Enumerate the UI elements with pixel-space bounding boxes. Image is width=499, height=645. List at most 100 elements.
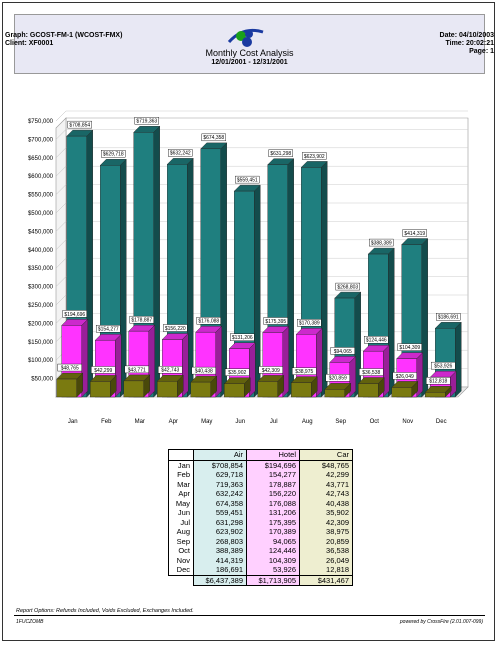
data-label-box bbox=[297, 319, 322, 327]
data-label-box bbox=[124, 365, 149, 374]
total-corner bbox=[169, 575, 194, 586]
y-tick-label: $300,000 bbox=[28, 285, 54, 291]
data-label-box bbox=[129, 315, 154, 324]
x-tick-label: Jan bbox=[68, 419, 78, 425]
data-label-box bbox=[62, 310, 87, 318]
bar-car bbox=[224, 383, 245, 398]
value-cell: 42,743 bbox=[299, 489, 353, 499]
value-cell: 53,926 bbox=[246, 565, 300, 576]
x-tick-label: Apr bbox=[169, 419, 178, 425]
table-total-row: $6,437,389 $1,713,905 $431,467 bbox=[169, 574, 353, 586]
value-cell: 388,389 bbox=[193, 546, 247, 556]
y-tick-label: $150,000 bbox=[28, 340, 54, 346]
bar-car bbox=[90, 381, 111, 398]
value-cell: 719,363 bbox=[193, 479, 247, 489]
data-label-car: $38,975 bbox=[295, 369, 313, 375]
y-tick-label: $750,000 bbox=[28, 119, 54, 125]
x-tick-label: Mar bbox=[135, 419, 145, 425]
data-label-box bbox=[91, 366, 116, 374]
x-tick-label: Nov bbox=[402, 419, 413, 425]
data-label-box bbox=[402, 229, 427, 237]
data-label-box bbox=[196, 316, 221, 325]
data-label-air: $629,718 bbox=[103, 152, 124, 158]
y-tick-label: $250,000 bbox=[28, 303, 54, 309]
bar-car bbox=[123, 380, 144, 398]
column-header: Hotel bbox=[246, 449, 300, 461]
bar-car bbox=[56, 378, 77, 398]
month-cell: Dec bbox=[168, 565, 194, 576]
bar-car bbox=[425, 392, 446, 398]
footer-divider bbox=[14, 615, 485, 616]
x-tick-label: Oct bbox=[370, 419, 380, 425]
data-label-air: $674,358 bbox=[203, 135, 224, 141]
client-id: Client: XF0001 bbox=[5, 40, 54, 47]
data-label-box bbox=[230, 333, 255, 341]
data-label-box bbox=[235, 175, 260, 184]
data-label-box bbox=[369, 238, 394, 247]
grid-line-side bbox=[55, 129, 67, 140]
data-label-box bbox=[134, 117, 159, 125]
company-logo-icon bbox=[227, 28, 264, 47]
column-header: Car bbox=[299, 449, 353, 461]
data-label-box bbox=[325, 374, 350, 382]
data-label-car: $42,743 bbox=[161, 368, 179, 374]
value-cell: 175,395 bbox=[246, 517, 300, 527]
report-title: Monthly Cost Analysis bbox=[205, 48, 294, 58]
data-label-box bbox=[359, 368, 384, 376]
table-row: Feb 629,718 154,277 42,299 bbox=[168, 470, 353, 480]
value-cell: 124,446 bbox=[246, 546, 300, 556]
value-cell: 268,803 bbox=[193, 536, 247, 546]
y-tick-label: $450,000 bbox=[28, 229, 54, 235]
bar-car bbox=[257, 381, 278, 398]
data-label-air: $186,691 bbox=[438, 315, 459, 321]
value-cell: $708,854 bbox=[193, 460, 247, 470]
month-cell: Aug bbox=[168, 527, 194, 537]
powered-by: powered by CrossFire (2.01.007-099) bbox=[399, 619, 483, 625]
data-label-box bbox=[431, 361, 456, 370]
grid-line-side bbox=[55, 221, 67, 232]
data-label-hotel: $170,389 bbox=[299, 321, 320, 327]
data-label-box bbox=[225, 368, 250, 376]
data-label-box bbox=[335, 282, 360, 291]
x-tick-label: Jun bbox=[235, 419, 245, 425]
bar-car bbox=[358, 383, 379, 398]
table-row: Sep 268,803 94,065 20,859 bbox=[168, 536, 353, 546]
data-label-air: $414,319 bbox=[404, 231, 425, 237]
cost-bar-chart: $50,000 $100,000 $150,000 $200,000 $250,000 $… bbox=[28, 110, 469, 425]
total-cell: $6,437,389 bbox=[193, 574, 247, 586]
data-label-car: $40,438 bbox=[195, 369, 213, 375]
data-label-car: $20,859 bbox=[329, 376, 347, 382]
bar-car bbox=[190, 381, 211, 398]
data-label-box bbox=[163, 324, 188, 332]
data-label-air: $268,803 bbox=[337, 284, 358, 290]
value-cell: 38,975 bbox=[299, 527, 353, 537]
x-tick-label: Jul bbox=[270, 419, 278, 425]
value-cell: 629,718 bbox=[193, 470, 247, 480]
header-left: Graph: GCOST-FM-1 (WCOST-FMX) Client: XF… bbox=[5, 32, 122, 48]
y-tick-label: $600,000 bbox=[28, 174, 54, 180]
table-row: Apr 632,242 156,220 42,743 bbox=[168, 489, 353, 499]
data-label-box bbox=[364, 336, 389, 344]
value-cell: 414,319 bbox=[193, 555, 247, 565]
data-label-car: $42,299 bbox=[94, 368, 112, 374]
page-number: Page: 1 bbox=[469, 48, 494, 55]
data-label-hotel: $154,277 bbox=[98, 327, 119, 333]
value-cell: $194,696 bbox=[246, 460, 300, 470]
table-row: Aug 623,902 170,389 38,975 bbox=[168, 527, 353, 537]
data-label-car: $43,771 bbox=[128, 367, 146, 373]
data-label-box bbox=[392, 372, 417, 380]
data-label-box bbox=[101, 150, 126, 158]
value-cell: 104,309 bbox=[246, 555, 300, 565]
data-label-air: $388,389 bbox=[371, 240, 392, 246]
table-row: Jul 631,298 175,395 42,309 bbox=[168, 517, 353, 527]
value-cell: 12,818 bbox=[299, 565, 353, 576]
date-range: 12/01/2001 - 12/31/2001 bbox=[211, 59, 288, 66]
grid-line-side bbox=[55, 258, 67, 269]
data-label-hotel: $178,887 bbox=[131, 318, 152, 324]
report-code: 1FUCZOMB bbox=[16, 619, 44, 625]
value-cell: 631,298 bbox=[193, 517, 247, 527]
data-label-box bbox=[96, 325, 121, 333]
bar-car bbox=[391, 387, 412, 398]
value-cell: 154,277 bbox=[246, 470, 300, 480]
value-cell: 20,859 bbox=[299, 536, 353, 546]
